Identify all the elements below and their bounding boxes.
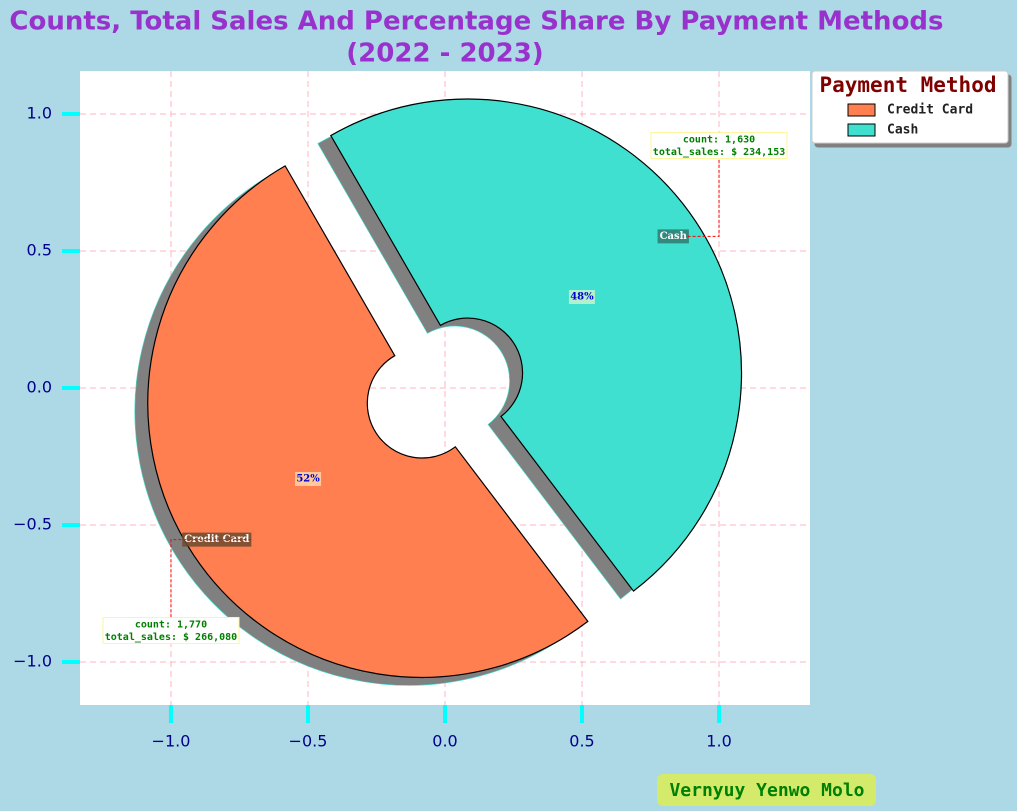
value-label-box — [568, 290, 595, 305]
y-tick-label: 0.5 — [27, 241, 52, 260]
category-label: Cash — [660, 231, 688, 242]
legend-label: Cash — [887, 123, 918, 138]
x-tick-label: 0.0 — [432, 732, 457, 751]
x-tick-label: −0.5 — [289, 732, 328, 751]
legend-title: Payment Method — [819, 73, 996, 97]
y-tick-label: −1.0 — [13, 651, 52, 670]
x-tick-label: 1.0 — [706, 732, 731, 751]
annotation-box — [102, 616, 240, 644]
legend: Payment Method — [811, 70, 1009, 144]
annotation: count: 1,630 — [683, 135, 755, 146]
annotation: total_sales: $ 266,080 — [105, 632, 237, 643]
value-label: 52% — [296, 473, 320, 484]
chart-title: (2022 - 2023) — [346, 39, 543, 69]
chart-title: The Counts, Total Sales And Percentage S… — [0, 7, 944, 37]
y-tick-label: 0.0 — [27, 378, 52, 397]
credit-box — [657, 774, 876, 806]
category-label-box — [182, 532, 252, 547]
y-tick-label: −0.5 — [13, 514, 52, 533]
slice — [329, 98, 743, 592]
category-label: Credit Card — [184, 534, 249, 545]
value-label: 48% — [570, 292, 594, 303]
credit: Vernyuy Yenwo Molo — [669, 780, 864, 801]
y-tick-label: 1.0 — [27, 104, 52, 123]
value-label-box — [295, 471, 322, 486]
category-label-box — [657, 229, 689, 244]
annotation: count: 1,770 — [135, 619, 207, 630]
legend-swatch — [847, 103, 876, 117]
x-tick-label: −1.0 — [152, 732, 191, 751]
annotation: total_sales: $ 234,153 — [653, 147, 785, 158]
x-tick-label: 0.5 — [569, 732, 594, 751]
slice — [147, 165, 589, 679]
legend-swatch — [847, 123, 876, 137]
legend-label: Credit Card — [887, 103, 973, 118]
annotation-box — [650, 132, 788, 160]
